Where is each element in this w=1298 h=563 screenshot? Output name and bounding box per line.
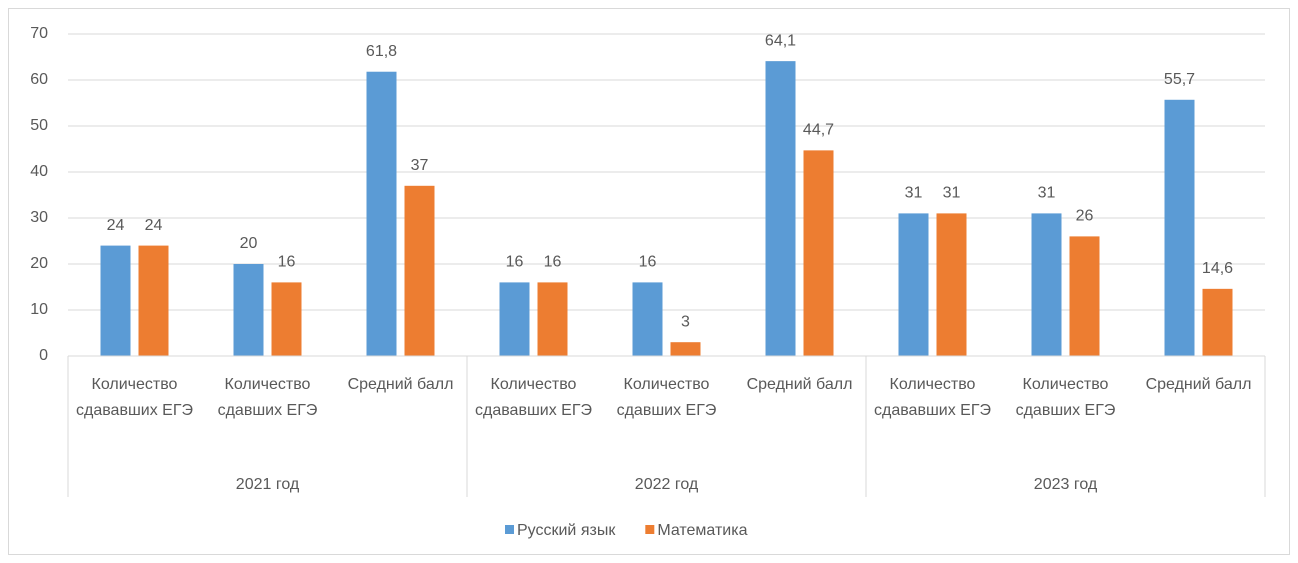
bar: [366, 71, 397, 356]
bar: [803, 150, 834, 356]
bar: [1164, 99, 1195, 356]
data-label: 55,7: [1164, 71, 1195, 88]
data-label: 31: [1038, 185, 1056, 202]
bar: [499, 282, 530, 356]
x-tick-label: Количество сдававших ЕГЭ: [475, 376, 592, 419]
legend-swatch: [505, 525, 514, 534]
legend-swatch: [645, 525, 655, 534]
bar: [898, 213, 929, 356]
bar: [632, 282, 663, 356]
bar: [765, 61, 796, 356]
data-label: 24: [145, 217, 163, 234]
bar: [138, 245, 169, 356]
y-tick-label: 60: [30, 71, 48, 88]
data-label: 16: [278, 254, 296, 271]
bar: [1069, 236, 1100, 356]
bar: [100, 245, 131, 356]
group-label: 2023 год: [1034, 476, 1098, 493]
bar: [233, 264, 264, 356]
group-label: 2021 год: [236, 476, 300, 493]
data-label: 3: [681, 313, 690, 330]
y-tick-label: 0: [39, 347, 48, 364]
y-tick-label: 70: [30, 25, 48, 42]
bar: [537, 282, 568, 356]
bar: [1202, 288, 1233, 356]
y-tick-label: 50: [30, 117, 48, 134]
x-tick-label: Средний балл: [1146, 376, 1252, 393]
data-label: 26: [1076, 208, 1094, 225]
bar: [670, 342, 701, 356]
data-label: 16: [544, 254, 562, 271]
data-label: 24: [107, 217, 125, 234]
bar: [404, 185, 435, 356]
x-tick-label: Количество сдававших ЕГЭ: [874, 376, 991, 419]
data-label: 37: [411, 157, 429, 174]
x-tick-label: Количество сдавших ЕГЭ: [1016, 376, 1116, 419]
data-label: 31: [943, 185, 961, 202]
data-label: 16: [639, 254, 657, 271]
data-label: 44,7: [803, 122, 834, 139]
data-label: 14,6: [1202, 260, 1233, 277]
data-label: 20: [240, 235, 258, 252]
group-label: 2022 год: [635, 476, 699, 493]
bar: [1031, 213, 1062, 356]
x-tick-label: Количество сдавших ЕГЭ: [617, 376, 717, 419]
y-tick-label: 20: [30, 255, 48, 272]
bar: [936, 213, 967, 356]
bar: [271, 282, 302, 356]
y-tick-label: 10: [30, 301, 48, 318]
data-label: 16: [506, 254, 524, 271]
legend-label: Математика: [657, 522, 747, 539]
data-label: 61,8: [366, 43, 397, 60]
y-tick-label: 30: [30, 209, 48, 226]
legend-label: Русский язык: [517, 522, 616, 539]
x-tick-label: Количество сдававших ЕГЭ: [76, 376, 193, 419]
y-tick-label: 40: [30, 163, 48, 180]
x-tick-label: Количество сдавших ЕГЭ: [218, 376, 318, 419]
x-tick-label: Средний балл: [747, 376, 853, 393]
x-tick-label: Средний балл: [348, 376, 454, 393]
data-label: 31: [905, 185, 923, 202]
data-label: 64,1: [765, 32, 796, 49]
